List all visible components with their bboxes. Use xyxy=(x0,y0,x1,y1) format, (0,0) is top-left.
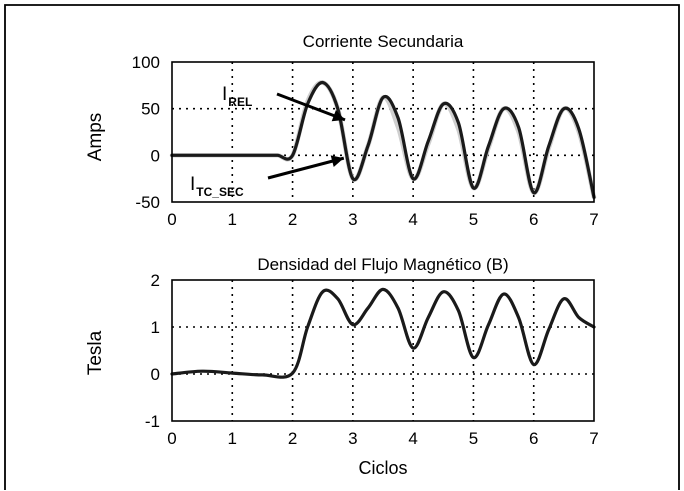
series-line-b xyxy=(170,287,596,379)
annotation-arrow xyxy=(267,156,345,180)
y-tick-label: 0 xyxy=(151,365,160,384)
y-tick-label: 0 xyxy=(151,146,160,165)
y-axis-label: Amps xyxy=(85,113,106,162)
series-line-i-tc-sec xyxy=(170,80,596,199)
y-tick-label: -1 xyxy=(145,412,160,431)
y-tick-label: 50 xyxy=(141,100,160,119)
chart-densidad-flujo: Densidad del Flujo Magnético (B) -1 0 1 2 0… xyxy=(85,255,599,478)
y-tick-label: 2 xyxy=(151,271,160,290)
x-tick-label: 1 xyxy=(228,210,237,229)
x-tick-label: 1 xyxy=(228,429,237,448)
x-tick-label: 6 xyxy=(529,429,538,448)
y-tick-label: 1 xyxy=(151,318,160,337)
annotation-arrow xyxy=(276,92,346,122)
x-tick-label: 5 xyxy=(469,210,478,229)
x-tick-label: 7 xyxy=(589,429,598,448)
annotation-arrowhead xyxy=(330,155,344,167)
y-tick-label: -50 xyxy=(135,193,160,212)
x-tick-label: 4 xyxy=(408,429,417,448)
x-tick-label: 2 xyxy=(288,210,297,229)
plot-frame xyxy=(171,279,595,422)
x-tick-label: 5 xyxy=(469,429,478,448)
annotation-arrowhead xyxy=(331,109,346,122)
x-tick-label: 2 xyxy=(288,429,297,448)
x-tick-label: 3 xyxy=(348,210,357,229)
x-tick-label: 4 xyxy=(408,210,417,229)
chart-title: Densidad del Flujo Magnético (B) xyxy=(257,255,508,274)
figure-border xyxy=(4,4,680,490)
x-axis-label: Ciclos xyxy=(358,458,407,478)
y-axis-label: Tesla xyxy=(85,330,106,375)
chart-title: Corriente Secundaria xyxy=(303,32,464,51)
x-tick-label: 7 xyxy=(589,210,598,229)
plot-frame xyxy=(171,61,595,203)
x-tick-label: 0 xyxy=(167,429,176,448)
y-tick-label: 100 xyxy=(132,53,160,72)
x-tick-label: 0 xyxy=(167,210,176,229)
x-tick-label: 3 xyxy=(348,429,357,448)
x-tick-label: 6 xyxy=(529,210,538,229)
